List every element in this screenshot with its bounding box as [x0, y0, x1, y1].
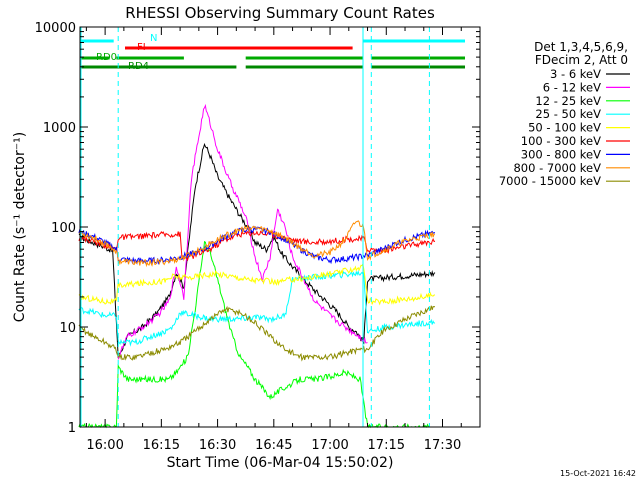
series-line-2: [78, 240, 435, 429]
x-tick-label-3: 16:45: [255, 438, 292, 453]
flag-label-3: RD4: [128, 61, 149, 72]
x-tick-label-2: 16:30: [199, 438, 236, 453]
x-tick-label-1: 16:15: [143, 438, 180, 453]
y-axis-label: Count Rate (s⁻¹ detector⁻¹): [12, 132, 28, 322]
legend-label-3: 25 - 50 keV: [535, 107, 601, 121]
x-tick-label-5: 17:15: [368, 438, 405, 453]
y-tick-label-4: 10000: [35, 21, 76, 36]
series-layer: [78, 103, 436, 429]
legend-label-7: 800 - 7000 keV: [513, 161, 601, 175]
flag-bar-3-seg-1: [138, 65, 237, 69]
footnote-date: 15-Oct-2021 16:42: [560, 469, 636, 478]
x-tick-label-0: 16:00: [86, 438, 123, 453]
series-line-6: [78, 225, 436, 265]
series-line-4: [78, 262, 436, 306]
flag-bar-3-seg-3: [371, 65, 465, 69]
y-tick-label-2: 100: [51, 221, 76, 236]
x-tick-label-6: 17:30: [424, 438, 461, 453]
flag-bar-0-seg-1: [363, 39, 465, 43]
flag-bar-2-seg-1: [116, 56, 184, 60]
x-ticks: 16:00 16:15 16:30 16:45 17:00 17:15 17:30: [85, 27, 462, 453]
legend-header-line-2: FDecim 2, Att 0: [535, 53, 628, 67]
legend-label-4: 50 - 100 keV: [528, 121, 601, 135]
flag-bars-layer: N FI RD0 RD4: [80, 33, 465, 72]
series-line-5: [78, 229, 436, 262]
series-line-0: [78, 142, 436, 358]
flag-label-0: N: [150, 33, 157, 44]
flag-bar-2-seg-3: [371, 56, 465, 60]
y-tick-label-3: 1000: [43, 121, 76, 136]
flag-bar-2-seg-2: [245, 56, 363, 60]
legend-label-2: 12 - 25 keV: [535, 94, 601, 108]
flag-bar-2-seg-0: [80, 56, 110, 60]
y-ticks: 1 10 100 1000 10000: [35, 21, 480, 436]
legend-label-8: 7000 - 15000 keV: [499, 174, 601, 188]
flag-bar-1-seg-0: [125, 46, 353, 50]
x-tick-label-4: 17:00: [311, 438, 348, 453]
y-tick-label-0: 1: [68, 421, 76, 436]
y-tick-label-1: 10: [59, 321, 76, 336]
series-line-7: [78, 220, 435, 268]
flag-bar-0-seg-0: [80, 39, 114, 43]
flag-label-2: RD0: [96, 52, 117, 63]
flag-label-1: FI: [137, 42, 146, 53]
flag-bar-3-seg-0: [80, 65, 139, 69]
plot-frame: [79, 26, 481, 428]
legend-label-1: 6 - 12 keV: [543, 80, 601, 94]
series-line-1: [117, 103, 368, 360]
chart-title: RHESSI Observing Summary Count Rates: [125, 4, 435, 22]
series-line-3: [78, 269, 436, 347]
legend-label-5: 100 - 300 keV: [521, 134, 601, 148]
legend-label-0: 3 - 6 keV: [550, 67, 601, 81]
x-axis-label: Start Time (06-Mar-04 15:50:02): [167, 455, 394, 471]
series-line-8: [78, 305, 436, 362]
legend-label-6: 300 - 800 keV: [521, 147, 601, 161]
legend-header-line-1: Det 1,3,4,5,6,9,: [534, 40, 628, 54]
flag-bar-3-seg-2: [245, 65, 363, 69]
